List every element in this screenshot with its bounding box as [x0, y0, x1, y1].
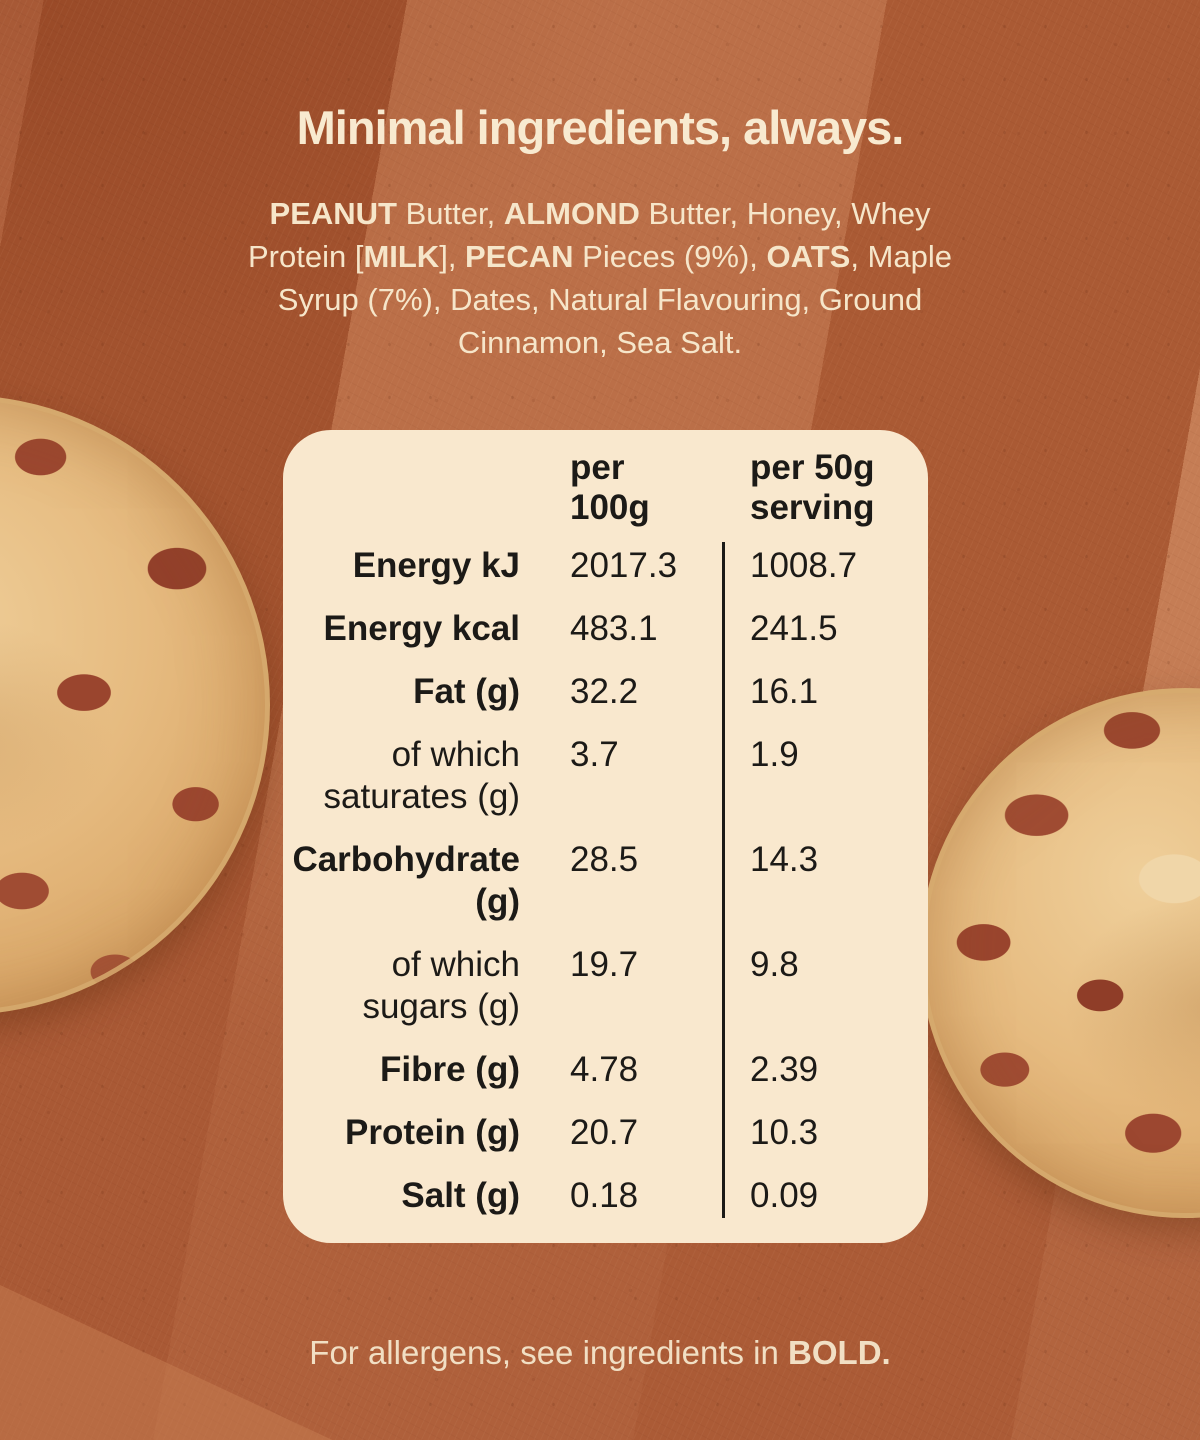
allergen-note: For allergens, see ingredients in BOLD. [0, 1334, 1200, 1372]
value-per-100g: 0.18 [570, 1176, 639, 1215]
allergen-note-text: For allergens, see ingredients in [309, 1334, 789, 1371]
ingredient-segment: , Maple Syrup (7%), Dates, Natural Flavo… [277, 239, 952, 360]
nutrition-rows: Energy kJ 2017.3 1008.7 Energy kcal 483.1 241… [283, 545, 928, 1217]
ingredient-segment: Butter, [396, 196, 504, 231]
column-header-per-100g: per 100g [570, 448, 650, 527]
value-per-100g: 28.5 [570, 840, 639, 879]
nutrition-table-header: per 100g per 50g serving [283, 448, 928, 528]
value-per-50g: 0.09 [750, 1176, 819, 1215]
ingredient-allergen: MILK [363, 239, 440, 274]
ingredient-allergen: PECAN [465, 239, 574, 274]
value-per-50g: 1.9 [750, 735, 799, 774]
value-per-100g: 4.78 [570, 1050, 639, 1089]
value-per-50g: 14.3 [750, 840, 819, 879]
value-per-50g: 9.8 [750, 945, 799, 984]
value-per-50g: 10.3 [750, 1113, 819, 1152]
value-per-100g: 19.7 [570, 945, 639, 984]
ingredient-allergen: OATS [766, 239, 851, 274]
nutrient-label: Carbohydrate (g) [292, 840, 520, 921]
ingredient-segment: Butter, Honey, Whey Protein [ [247, 196, 931, 274]
value-per-50g: 241.5 [750, 609, 838, 648]
nutrient-label: Energy kJ [352, 546, 520, 585]
value-per-100g: 2017.3 [570, 546, 678, 585]
value-per-100g: 20.7 [570, 1113, 639, 1152]
value-per-50g: 2.39 [750, 1050, 819, 1089]
nutrition-card: per 100g per 50g serving Energy kJ 2017.3… [283, 430, 928, 1243]
nutrient-label: Fat (g) [413, 672, 520, 711]
value-per-100g: 32.2 [570, 672, 639, 711]
nutrient-label: Protein (g) [345, 1113, 520, 1152]
value-per-50g: 1008.7 [750, 546, 858, 585]
column-header-per-50g: per 50g serving [750, 448, 875, 527]
headline: Minimal ingredients, always. [296, 101, 905, 154]
ingredient-segment: Pieces (9%), [573, 239, 767, 274]
nutrient-label: of which saturates (g) [323, 735, 520, 816]
ingredient-allergen: PEANUT [269, 196, 397, 231]
value-per-50g: 16.1 [750, 672, 819, 711]
ingredient-allergen: ALMOND [503, 196, 640, 231]
allergen-note-bold: BOLD. [788, 1334, 891, 1371]
value-per-100g: 483.1 [570, 609, 658, 648]
column-divider-line [722, 542, 725, 1218]
nutrient-label: Fibre (g) [380, 1050, 520, 1089]
nutrient-label: of which sugars (g) [362, 945, 520, 1026]
nutrient-label: Energy kcal [323, 609, 521, 648]
value-per-100g: 3.7 [570, 735, 619, 774]
ingredients-text: PEANUT Butter, ALMOND Butter, Honey, Whe… [150, 192, 1050, 364]
ingredient-segment: ], [439, 239, 466, 274]
nutrient-label: Salt (g) [401, 1176, 520, 1215]
